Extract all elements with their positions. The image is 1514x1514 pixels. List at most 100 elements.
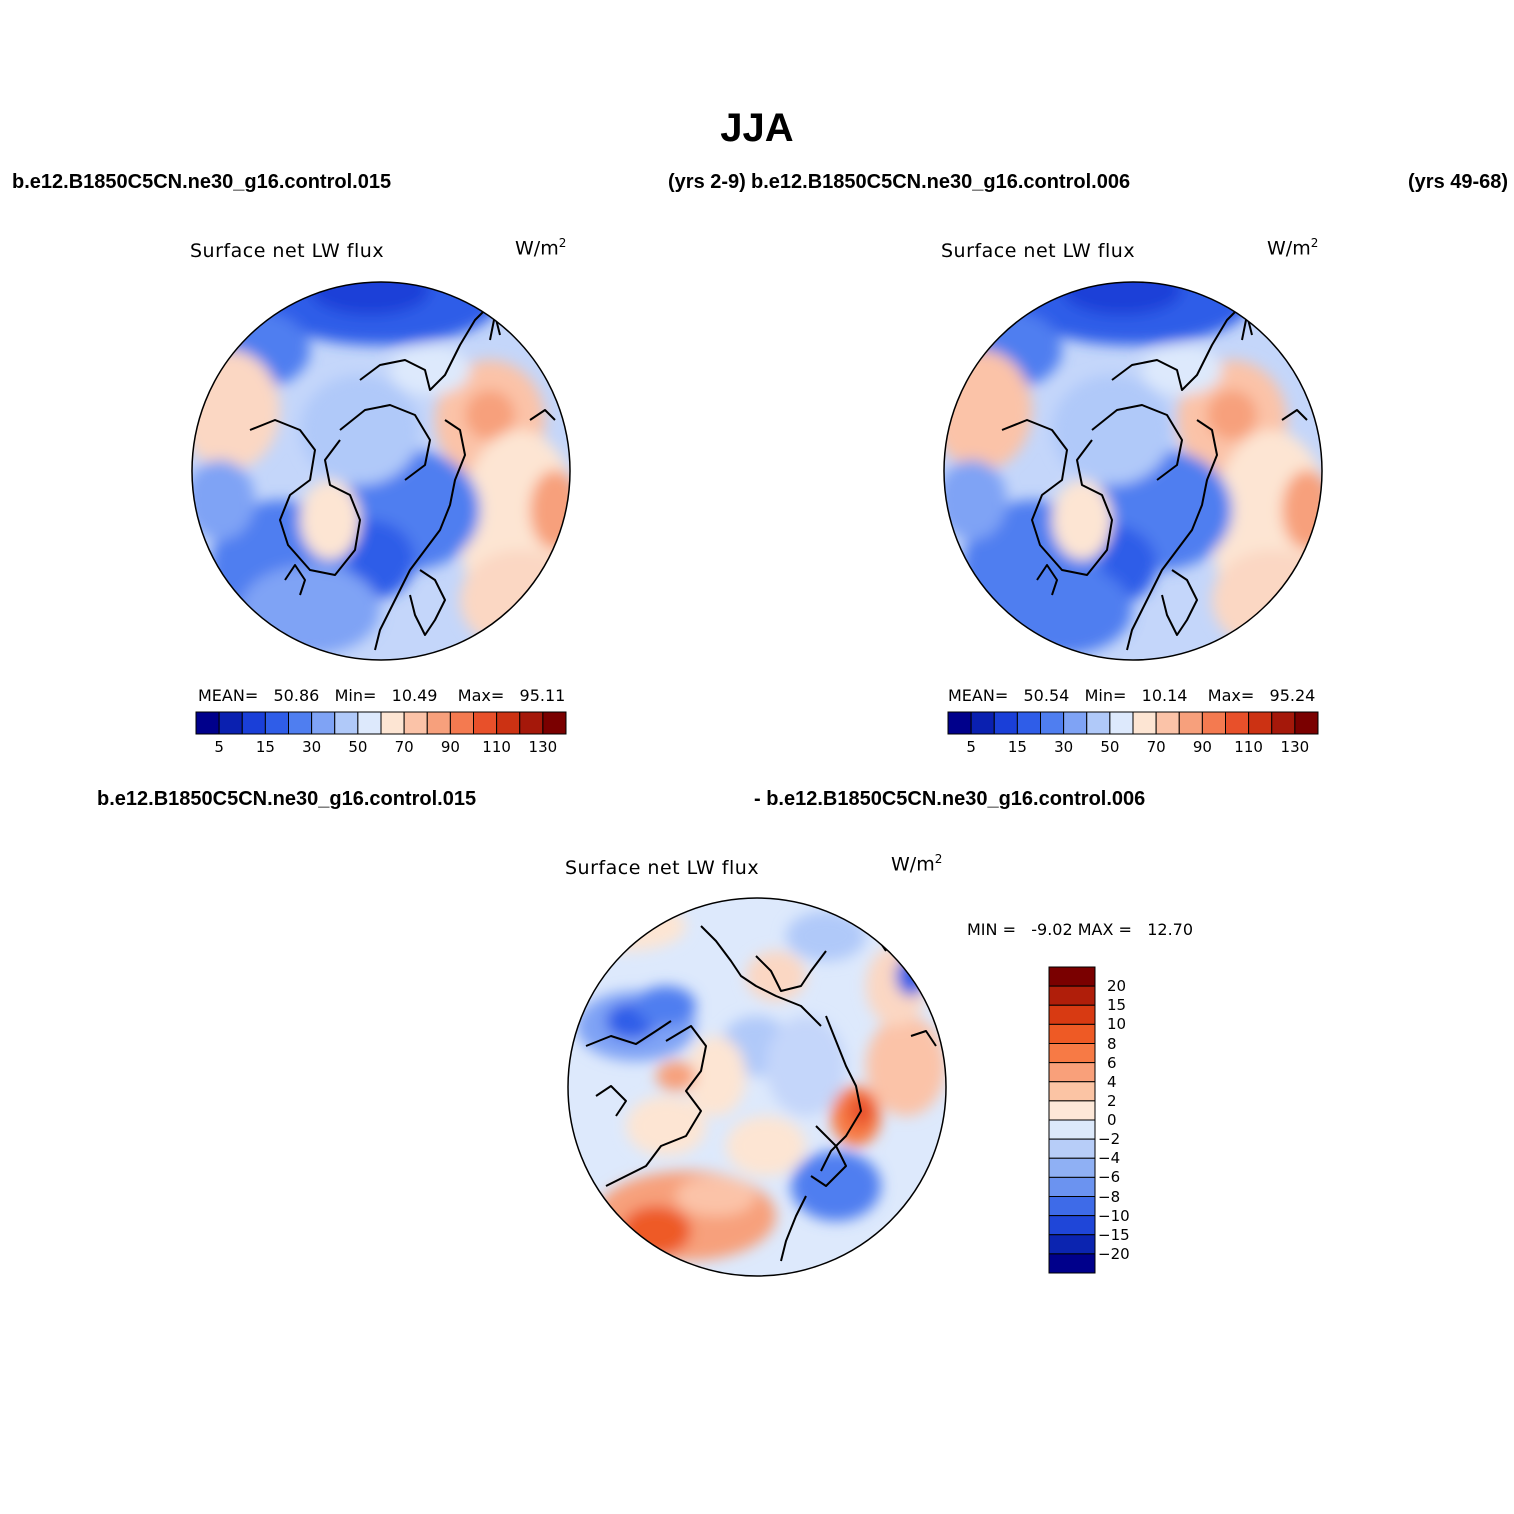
- field-contour-region: [568, 901, 686, 951]
- panel2-units: W/m2: [1267, 236, 1319, 260]
- panel3-title: Surface net LW flux: [565, 857, 760, 879]
- coastline: [585, 1020, 672, 1047]
- colorbar-tick-label: 0: [1107, 1111, 1117, 1129]
- field-contour-region: [390, 345, 470, 395]
- colorbar-swatch: [1048, 1196, 1096, 1217]
- colorbar-swatch: [1016, 711, 1041, 735]
- panel3-min-value: -9.02: [1031, 920, 1073, 939]
- panel3-max-value: 12.70: [1147, 920, 1194, 939]
- colorbar-tick-label: −10: [1098, 1206, 1130, 1225]
- colorbar-swatch: [1048, 1176, 1096, 1197]
- field-contour-region: [240, 565, 380, 655]
- field-contour-region: [636, 986, 696, 1026]
- coastline: [529, 409, 556, 421]
- panel1-case-name: b.e12.B1850C5CN.ne30_g16.control.015: [12, 171, 392, 193]
- panel1-mean-value: 50.86: [273, 686, 320, 705]
- colorbar-swatch: [1109, 711, 1134, 735]
- colorbar-swatch: [519, 711, 544, 735]
- panel2-stats: MEAN= 50.54 Min= 10.14 Max= 95.24: [948, 686, 1315, 705]
- panel2-mean-value: 50.54: [1023, 686, 1070, 705]
- colorbar-swatch: [1048, 1119, 1096, 1140]
- colorbar-tick-label: 8: [1107, 1034, 1117, 1053]
- colorbar-swatch: [380, 711, 405, 735]
- panel1-mean-label: MEAN=: [198, 686, 259, 705]
- panel3-units: W/m2: [891, 852, 943, 876]
- field-contour-region: [530, 470, 570, 550]
- coastline: [374, 419, 466, 651]
- field-contour-region: [1282, 470, 1322, 550]
- colorbar-swatch: [1178, 711, 1203, 735]
- colorbar-tick-label: 4: [1107, 1072, 1117, 1091]
- field-contour-region: [896, 956, 926, 996]
- coastline: [1111, 304, 1243, 391]
- panel1-title: Surface net LW flux: [190, 240, 385, 262]
- field-contour-region: [192, 350, 280, 470]
- colorbar-swatch: [1048, 1081, 1096, 1102]
- panel2-min-label: Min=: [1084, 686, 1127, 705]
- coastline: [820, 1015, 862, 1172]
- colorbar-swatch: [1294, 711, 1319, 735]
- colorbar-swatch: [288, 711, 313, 735]
- panel2-colorbar: [947, 711, 1319, 735]
- colorbar-swatch: [195, 711, 220, 735]
- field-contour-region: [992, 565, 1132, 655]
- panel3-polar-map: [567, 897, 947, 1277]
- map-boundary: [943, 281, 1323, 661]
- colorbar-swatch: [264, 711, 289, 735]
- coastline: [409, 569, 446, 636]
- colorbar-tick-label: 5: [214, 738, 224, 756]
- colorbar-tick-label: −8: [1098, 1187, 1121, 1206]
- panel1-max-value: 95.11: [519, 686, 566, 705]
- colorbar-swatch: [241, 711, 266, 735]
- map-boundary: [191, 281, 571, 661]
- coastline: [780, 1195, 807, 1262]
- colorbar-tick-label: 10: [1107, 1015, 1127, 1034]
- field-contour-region: [1052, 375, 1172, 485]
- panel1-years: (yrs 2-9): [668, 171, 746, 193]
- coastline: [1091, 404, 1183, 481]
- colorbar-swatch: [218, 711, 243, 735]
- colorbar-tick-label: −15: [1098, 1225, 1130, 1244]
- colorbar-swatch: [1225, 711, 1250, 735]
- field-contour-region: [944, 460, 1007, 540]
- colorbar-swatch: [1048, 1234, 1096, 1255]
- coastline: [755, 950, 827, 992]
- panel3-case-a: b.e12.B1850C5CN.ne30_g16.control.015: [97, 788, 477, 810]
- colorbar-tick-label: 70: [394, 738, 414, 756]
- field-contour-region: [1052, 480, 1112, 560]
- colorbar-swatch: [1155, 711, 1180, 735]
- field-contour-region: [676, 1176, 756, 1216]
- coastline: [359, 304, 491, 391]
- colorbar-swatch: [1048, 1023, 1096, 1044]
- colorbar-swatch: [1048, 985, 1096, 1006]
- colorbar-swatch: [1048, 966, 1096, 987]
- panel2-max-label: Max=: [1207, 686, 1255, 705]
- colorbar-tick-label: 70: [1146, 738, 1166, 756]
- coastline: [284, 564, 306, 596]
- panel1-stats: MEAN= 50.86 Min= 10.49 Max= 95.11: [198, 686, 565, 705]
- panel3-colorbar-labels: 20 15 10 8 6 4 2 0 −2 −4 −6 −8 −10 −15 −20: [1098, 967, 1158, 1273]
- colorbar-tick-label: 15: [1007, 738, 1027, 756]
- panel3-stats: MIN = -9.02 MAX = 12.70: [967, 920, 1193, 939]
- colorbar-swatch: [1048, 1253, 1096, 1274]
- colorbar-swatch: [426, 711, 451, 735]
- panel3-case-b: - b.e12.B1850C5CN.ne30_g16.control.006: [754, 788, 1146, 810]
- field-contour-region: [786, 911, 866, 961]
- colorbar-swatch: [1086, 711, 1111, 735]
- panel3-max-label: MAX =: [1077, 920, 1132, 939]
- coastline: [249, 419, 361, 576]
- field-contour-region: [310, 282, 430, 315]
- field-contour-region: [300, 480, 360, 560]
- field-contour-region: [791, 1151, 881, 1221]
- panel1-units: W/m2: [515, 236, 567, 260]
- colorbar-swatch: [1040, 711, 1065, 735]
- colorbar-swatch: [1048, 1157, 1096, 1178]
- colorbar-tick-label: 50: [348, 738, 368, 756]
- field-contour-region: [866, 1016, 946, 1116]
- panel2-years: (yrs 49-68): [1408, 171, 1509, 193]
- field-contour-region: [621, 1206, 691, 1256]
- colorbar-swatch: [1048, 1215, 1096, 1236]
- coastline: [605, 1025, 707, 1187]
- figure-title: JJA: [720, 106, 794, 150]
- coastline: [810, 1125, 847, 1187]
